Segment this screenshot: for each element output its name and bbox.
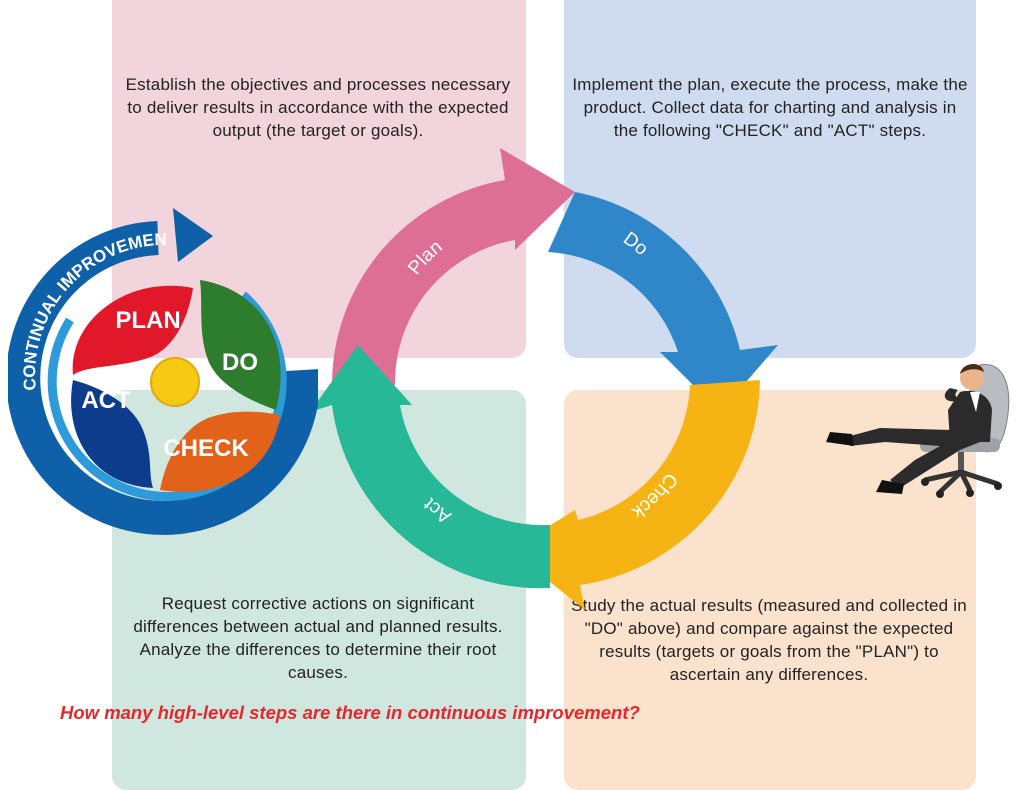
- badge-do-petal: [200, 280, 281, 410]
- badge-check-label: CHECK: [163, 435, 249, 462]
- badge-do-label: DO: [222, 349, 258, 376]
- do-arrow: [548, 192, 778, 412]
- person-legs: [850, 428, 980, 488]
- check-description: Study the actual results (measured and c…: [571, 596, 967, 684]
- person-head: [960, 366, 984, 390]
- person-torso: [948, 390, 992, 442]
- badge-act-label: ACT: [81, 387, 131, 414]
- badge-plan-label: PLAN: [115, 307, 180, 334]
- continual-improvement-badge: CONTINUAL IMPROVEMENT PLAN DO ACT CHECK: [8, 200, 318, 535]
- check-arrow: [510, 380, 760, 610]
- inner-ring: [47, 291, 287, 501]
- chair-stem: [958, 452, 964, 474]
- badge-plan-petal: [72, 285, 193, 375]
- badge-check-petal: [160, 411, 280, 492]
- check-quadrant: [564, 390, 976, 790]
- question-text: How many high-level steps are there in c…: [60, 702, 640, 723]
- ring-arrowhead: [173, 208, 213, 262]
- businessman-illustration: [826, 363, 1010, 498]
- plan-description: Establish the objectives and processes n…: [125, 75, 511, 140]
- person-shoe-back: [876, 480, 904, 494]
- plan-arrow: [332, 148, 575, 385]
- person-arm: [944, 388, 965, 402]
- badge-act-petal: [71, 380, 153, 488]
- act-arrow: [310, 345, 550, 589]
- act-description: Request corrective actions on significan…: [133, 594, 503, 682]
- do-description: Implement the plan, execute the process,…: [572, 75, 968, 140]
- badge-center-dot: [150, 357, 200, 407]
- do-quadrant: [564, 0, 976, 358]
- chair-base: [924, 469, 999, 494]
- person-shoe-front: [826, 432, 854, 446]
- outer-ring: [8, 221, 318, 535]
- pdca-cycle: Plan Do Check Act: [310, 148, 778, 610]
